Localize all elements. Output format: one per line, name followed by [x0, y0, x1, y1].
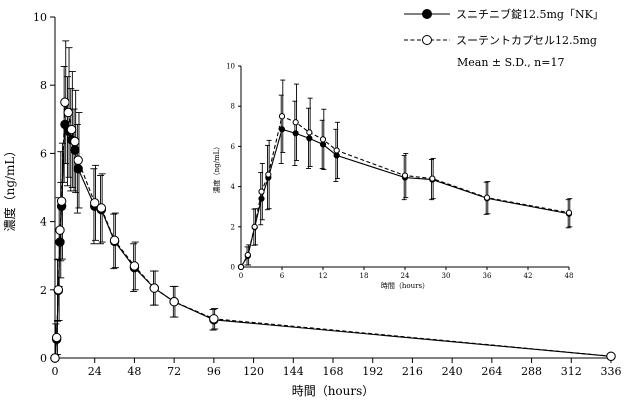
y-tick-label: 0: [231, 264, 235, 272]
x-tick-label: 6: [280, 272, 285, 280]
data-point: [429, 175, 436, 182]
x-tick-label: 192: [362, 365, 383, 378]
x-tick-label: 312: [561, 365, 582, 378]
data-point: [401, 172, 409, 179]
data-point: [333, 152, 340, 159]
y-axis-title: 濃度（ng/mL）: [212, 143, 221, 194]
x-tick-label: 120: [243, 365, 264, 378]
x-tick-label: 48: [127, 365, 141, 378]
y-tick-label: 10: [226, 63, 235, 71]
data-point: [56, 196, 67, 206]
y-axis-title: 濃度（ng/mL）: [2, 145, 17, 232]
data-point: [109, 235, 120, 246]
x-tick-label: 264: [481, 365, 502, 378]
data-point: [306, 129, 313, 136]
data-point: [73, 155, 83, 165]
x-tick-label: 96: [207, 365, 221, 378]
x-tick-label: 168: [323, 365, 344, 378]
y-tick-label: 6: [40, 147, 47, 160]
data-point: [333, 147, 340, 154]
y-tick-label: 8: [40, 79, 47, 92]
y-tick-label: 2: [231, 223, 235, 231]
data-point: [306, 135, 313, 142]
series-2: [50, 40, 616, 363]
x-tick-label: 216: [402, 365, 423, 378]
inset-background: [205, 58, 590, 298]
data-point: [149, 283, 159, 293]
data-point: [55, 225, 65, 235]
series-2: [237, 79, 573, 271]
legend-label: スニチニブ錠12.5mg「NK」: [456, 7, 604, 21]
data-point: [70, 136, 80, 147]
data-point: [265, 171, 272, 178]
data-point: [244, 251, 251, 259]
x-tick-label: 36: [483, 272, 492, 280]
x-axis-title: 時間（hours）: [381, 282, 429, 290]
data-point: [169, 297, 179, 307]
y-tick-label: 0: [40, 352, 47, 365]
data-point: [292, 119, 299, 126]
data-point: [129, 261, 140, 271]
legend-marker: [422, 9, 432, 19]
data-point: [251, 223, 258, 230]
data-point: [606, 351, 616, 361]
data-point: [51, 332, 62, 343]
data-point: [90, 198, 100, 208]
x-tick-label: 12: [319, 272, 328, 280]
data-point: [209, 314, 219, 324]
data-point: [258, 188, 265, 195]
legend-marker: [422, 35, 432, 45]
x-tick-label: 336: [601, 365, 622, 378]
series-line: [240, 115, 570, 268]
legend-label: スーテントカプセル12.5mg: [456, 34, 597, 47]
legend-item-1: スニチニブ錠12.5mg「NK」: [404, 7, 604, 21]
x-tick-label: 42: [524, 272, 533, 280]
data-point: [60, 97, 70, 107]
x-tick-label: 240: [442, 365, 463, 378]
data-point: [565, 209, 573, 216]
y-tick-label: 2: [40, 284, 47, 297]
x-tick-label: 24: [88, 365, 102, 378]
y-tick-label: 6: [231, 143, 236, 151]
y-tick-label: 4: [40, 216, 47, 229]
x-tick-label: 0: [239, 272, 243, 280]
data-point: [292, 130, 299, 137]
y-tick-label: 4: [231, 183, 236, 191]
data-point: [63, 107, 73, 118]
data-point: [66, 124, 77, 135]
x-tick-label: 18: [360, 272, 369, 280]
data-point: [237, 263, 245, 271]
data-point: [319, 136, 327, 143]
inset-plot: 0 6 12 18 24 30 36 42 480246810時間（hours）濃度（ng/mL…: [205, 58, 590, 298]
data-point: [258, 195, 265, 202]
x-tick-label: 0: [52, 365, 59, 378]
data-point: [53, 285, 64, 295]
main-plot: 0 24 48 72 96 120 144 168 192 216 240 264 288 312 3360…: [2, 11, 622, 398]
x-axis-title: 時間（hours）: [292, 384, 375, 398]
x-tick-label: 288: [521, 365, 542, 378]
data-point: [278, 113, 286, 120]
x-tick-label: 30: [442, 272, 451, 280]
data-point: [319, 141, 327, 148]
data-point: [278, 126, 286, 133]
x-tick-label: 24: [401, 272, 410, 280]
x-tick-label: 72: [167, 365, 181, 378]
y-tick-label: 10: [33, 11, 47, 24]
legend-item-2: スーテントカプセル12.5mg: [404, 34, 597, 47]
data-point: [50, 353, 60, 363]
y-tick-label: 8: [231, 103, 235, 111]
x-tick-label: 144: [283, 365, 304, 378]
x-tick-label: 48: [565, 272, 574, 280]
data-point: [96, 203, 107, 213]
data-point: [483, 194, 491, 201]
legend-note: Mean ± S.D., n=17: [457, 56, 564, 69]
legend: スニチニブ錠12.5mg「NK」スーテントカプセル12.5mg Mean ± S.…: [404, 7, 604, 69]
